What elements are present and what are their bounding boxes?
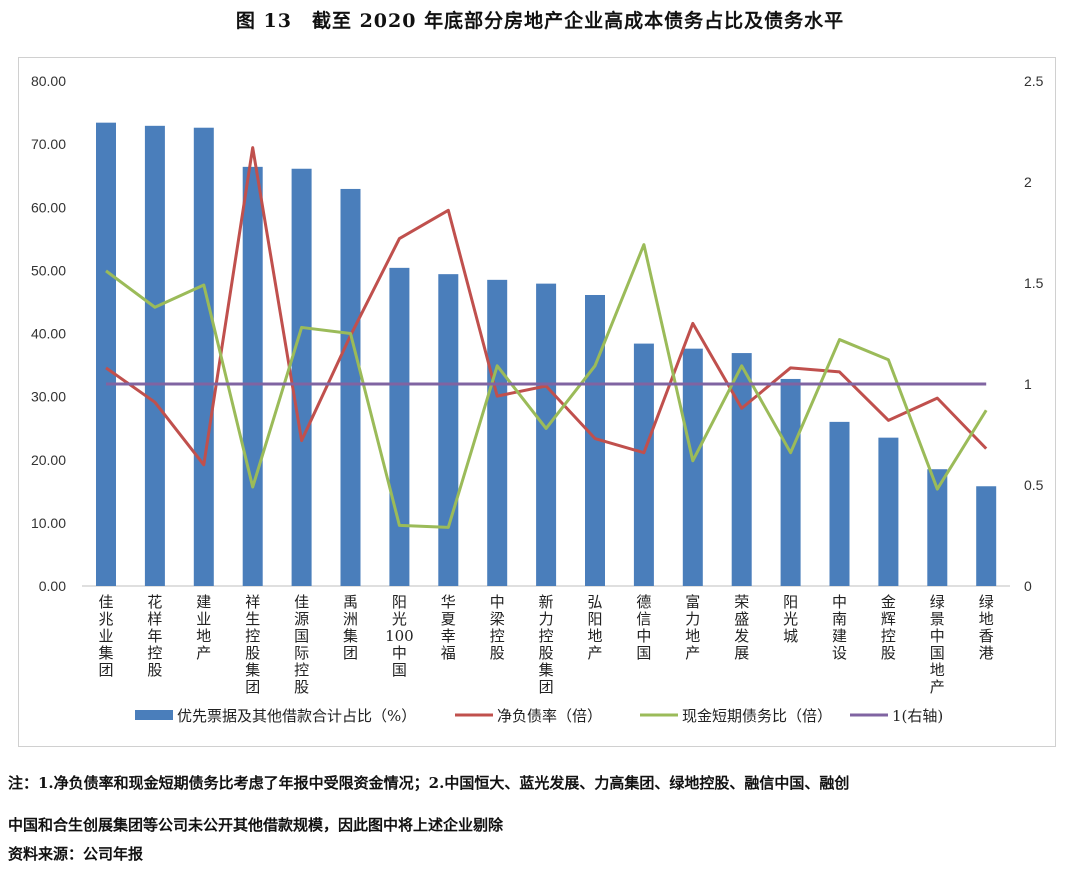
category-label: 荣盛发展 <box>734 593 749 662</box>
bar <box>585 294 605 586</box>
bar <box>438 274 459 586</box>
legend-label: 现金短期债务比（倍） <box>682 707 832 725</box>
category-label: 花样年控股 <box>147 593 162 679</box>
category-label: 佳源国际控股 <box>294 593 309 696</box>
legend-label: 1(右轴) <box>892 707 943 725</box>
category-label: 祥生控股集团 <box>245 593 260 696</box>
bar <box>829 421 850 586</box>
category-label: 建业地产 <box>196 593 211 662</box>
bar <box>976 486 997 586</box>
category-label: 中南建设 <box>832 593 847 662</box>
chart-frame <box>18 57 1056 747</box>
category-label: 弘阳地产 <box>587 593 602 662</box>
category-label: 禹洲集团 <box>343 593 358 662</box>
chart: 0.00 10.00 20.00 30.00 40.00 50.00 60.00 70.00 8… <box>31 73 1044 725</box>
bar <box>291 168 312 586</box>
source-note: 资料来源：公司年报 <box>8 845 144 863</box>
left-tick-label: 30.00 <box>31 389 66 405</box>
category-label: 绿景中国地产 <box>930 593 945 696</box>
category-label: 金辉控股 <box>881 593 896 662</box>
right-tick-label: 2.5 <box>1024 73 1044 89</box>
right-tick-label: 0 <box>1024 578 1032 594</box>
bar <box>536 283 557 586</box>
category-label: 佳兆业集团 <box>98 593 113 679</box>
category-label: 绿地香港 <box>979 593 994 662</box>
bar <box>242 166 263 586</box>
left-tick-label: 70.00 <box>31 136 66 152</box>
right-tick-label: 1 <box>1024 376 1032 392</box>
bar <box>144 125 165 586</box>
right-tick-label: 0.5 <box>1024 477 1044 493</box>
bar <box>927 469 948 586</box>
left-tick-label: 60.00 <box>31 199 66 215</box>
left-tick-label: 80.00 <box>31 73 66 89</box>
bar <box>731 353 752 586</box>
left-tick-label: 0.00 <box>39 578 66 594</box>
category-label: 德信中国 <box>636 593 651 662</box>
bar <box>96 122 116 586</box>
category-label: 阳光 100 中国 <box>385 593 414 679</box>
left-tick-label: 10.00 <box>31 515 66 531</box>
bar <box>780 378 801 586</box>
right-tick-label: 1.5 <box>1024 275 1044 291</box>
bar <box>193 127 214 587</box>
category-label: 新力控股集团 <box>539 593 554 696</box>
category-label: 富力地产 <box>685 593 700 662</box>
note-line-2: 中国和合生创展集团等公司未公开其他借款规模，因此图中将上述企业剔除 <box>8 816 504 834</box>
chart-title: 图 13 截至 2020 年底部分房地产企业高成本债务占比及债务水平 <box>235 10 845 32</box>
category-label: 华夏幸福 <box>441 593 456 662</box>
legend-label: 优先票据及其他借款合计占比（%） <box>177 707 416 725</box>
bar <box>340 188 361 586</box>
legend-label: 净负债率（倍） <box>497 707 602 725</box>
bar <box>487 279 508 586</box>
bar <box>633 343 654 586</box>
series-line <box>105 243 988 529</box>
bar <box>878 437 899 586</box>
left-tick-label: 20.00 <box>31 452 66 468</box>
legend-swatch <box>135 710 173 720</box>
category-label: 中梁控股 <box>490 593 505 662</box>
right-tick-label: 2 <box>1024 174 1032 190</box>
bar <box>682 348 703 586</box>
series-line <box>105 146 988 467</box>
bar <box>389 267 410 586</box>
left-tick-label: 40.00 <box>31 326 66 342</box>
note-line-1: 注：1.净负债率和现金短期债务比考虑了年报中受限资金情况；2.中国恒大、蓝光发展… <box>8 774 850 792</box>
category-label: 阳光城 <box>783 593 798 645</box>
left-tick-label: 50.00 <box>31 262 66 278</box>
